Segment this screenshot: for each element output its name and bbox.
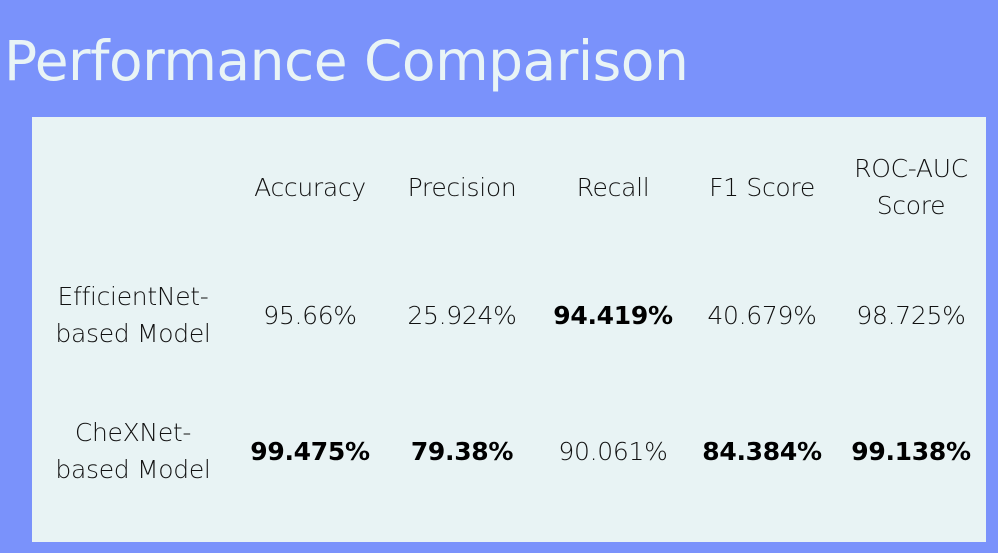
column-header-roc-auc-line-1: ROC-AUC [854, 154, 968, 183]
row-label-chexnet: CheXNet- based Model [32, 411, 234, 491]
column-header-precision: Precision [407, 172, 517, 202]
efficientnet-roc-auc-cell: 98.725% [856, 300, 966, 330]
column-header-recall: Recall [576, 172, 650, 202]
row-label-efficientnet-line-2: based Model [55, 319, 211, 348]
slide-title: Performance Comparison [4, 29, 689, 93]
efficientnet-precision-cell: 25.924% [407, 300, 517, 330]
chexnet-recall-cell: 90.061% [558, 436, 668, 466]
efficientnet-recall-cell: 94.419% [553, 300, 673, 330]
row-label-chexnet-line-1: CheXNet- [74, 418, 192, 447]
chexnet-roc-auc-cell: 99.138% [851, 436, 971, 466]
row-label-efficientnet: EfficientNet- based Model [32, 275, 234, 355]
row-label-chexnet-line-2: based Model [55, 455, 211, 484]
comparison-table: Accuracy Precision Recall F1 Score ROC-A… [32, 117, 986, 542]
column-header-f1-score: F1 Score [709, 172, 815, 202]
column-header-roc-auc-line-2: Score [876, 191, 946, 220]
efficientnet-accuracy-cell: 95.66% [263, 300, 357, 330]
chexnet-f1-score-cell: 84.384% [702, 436, 822, 466]
column-header-roc-auc-score: ROC-AUC Score [836, 147, 986, 227]
efficientnet-f1-score-cell: 40.679% [707, 300, 817, 330]
column-header-accuracy: Accuracy [254, 172, 366, 202]
header-empty-cell [32, 147, 234, 227]
row-label-efficientnet-line-1: EfficientNet- [57, 282, 209, 311]
chexnet-accuracy-cell: 99.475% [250, 436, 370, 466]
comparison-table-panel: Accuracy Precision Recall F1 Score ROC-A… [32, 117, 986, 542]
chexnet-precision-cell: 79.38% [410, 436, 514, 466]
